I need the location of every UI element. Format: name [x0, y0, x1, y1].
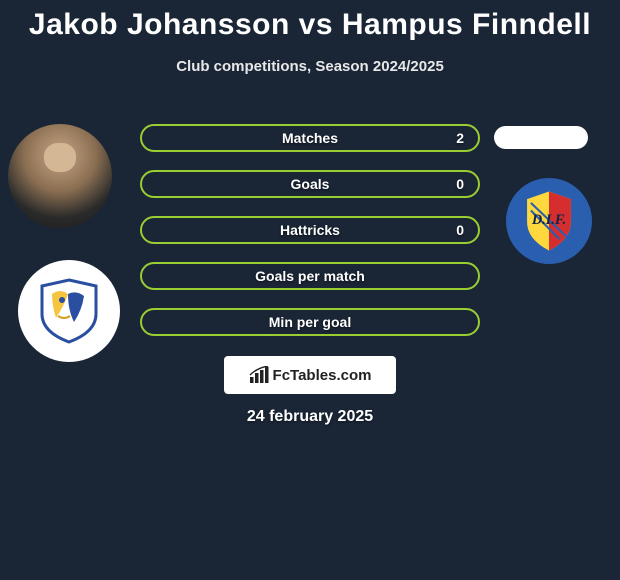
stat-row-hattricks: Hattricks 0: [140, 216, 480, 244]
svg-text:D.I.F.: D.I.F.: [531, 212, 566, 228]
comparison-card: Jakob Johansson vs Hampus Finndell Club …: [0, 0, 620, 580]
stat-row-goals-per-match: Goals per match: [140, 262, 480, 290]
stat-value: 0: [456, 222, 464, 238]
player-left-photo: [8, 124, 112, 228]
stat-value: 2: [456, 130, 464, 146]
ifk-shield-icon: [34, 276, 104, 346]
bar-chart-icon: [249, 366, 269, 384]
dif-shield-icon: D.I.F.: [508, 178, 590, 264]
club-right-badge: D.I.F.: [506, 178, 592, 264]
subtitle: Club competitions, Season 2024/2025: [0, 58, 620, 75]
stat-label: Goals per match: [255, 268, 365, 284]
player-right-pill: [494, 126, 588, 149]
stats-list: Matches 2 Goals 0 Hattricks 0 Goals per …: [140, 124, 480, 354]
stat-label: Matches: [282, 130, 338, 146]
stat-row-min-per-goal: Min per goal: [140, 308, 480, 336]
date-text: 24 february 2025: [0, 408, 620, 426]
stat-label: Hattricks: [280, 222, 340, 238]
stat-label: Goals: [291, 176, 330, 192]
stat-row-matches: Matches 2: [140, 124, 480, 152]
stat-value: 0: [456, 176, 464, 192]
branding-text: FcTables.com: [273, 367, 372, 384]
stat-row-goals: Goals 0: [140, 170, 480, 198]
branding-badge[interactable]: FcTables.com: [224, 356, 396, 394]
stat-label: Min per goal: [269, 314, 351, 330]
page-title: Jakob Johansson vs Hampus Finndell: [0, 0, 620, 42]
club-left-badge: [18, 260, 120, 362]
